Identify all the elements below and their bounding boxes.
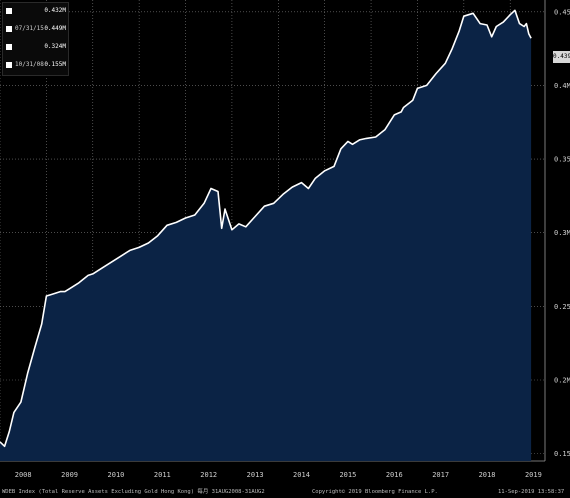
x-tick-label: 2015 [339,471,356,479]
legend-item: 0.324M [6,41,66,53]
legend-item: 07/31/15 0.449M [6,23,66,35]
legend-swatch [6,8,12,14]
y-tick-label: 0.2M [554,376,570,384]
legend-item: 0.432M [6,5,66,17]
y-tick-label: 0.35M [554,156,570,164]
last-value-tag: 0.439M [553,51,570,63]
legend-swatch [6,26,12,32]
x-tick-label: 2016 [386,471,403,479]
x-tick-label: 2018 [479,471,496,479]
legend-value: 0.432M [44,7,66,14]
y-tick-label: 0.45M [554,8,570,16]
series-area-fill [0,10,532,462]
footer-source: WDEB Index (Total Reserve Assets Excludi… [2,489,265,495]
legend-value: 0.324M [44,43,66,50]
legend-swatch [6,62,12,68]
y-axis-tick-labels: 0.15M 0.2M 0.25M 0.3M 0.35M 0.4M 0.45M [554,8,570,458]
y-tick-label: 0.15M [554,450,570,458]
footer-timestamp: 11-Sep-2019 13:58:37 [498,489,565,495]
x-tick-label: 2014 [293,471,310,479]
x-tick-label: 2017 [432,471,449,479]
x-tick-label: 2010 [108,471,125,479]
legend: 0.432M 07/31/15 0.449M 0.324M 10/31/08 0… [2,2,69,76]
y-tick-label: 0.4M [554,82,570,90]
legend-value: 0.155M [44,61,66,68]
x-tick-label: 2009 [61,471,78,479]
legend-label: 07/31/15 [15,25,44,32]
x-tick-label: 2008 [15,471,32,479]
y-tick-label: 0.3M [554,229,570,237]
legend-label: 10/31/08 [15,61,44,68]
x-axis-tick-labels: 2008 2009 2010 2011 2012 2013 2014 2015 2016 2017… [15,471,542,479]
y-tick-label: 0.25M [554,303,570,311]
footer-copyright: Copyright© 2019 Bloomberg Finance L.P. [312,489,438,495]
chart-canvas: 0.15M0.2M0.25M0.3M0.35M0.4M0.45M 2008200… [0,0,570,479]
series-line [0,9,532,448]
x-tick-label: 2019 [525,471,542,479]
x-tick-label: 2011 [154,471,171,479]
legend-value: 0.449M [44,25,66,32]
footer: WDEB Index (Total Reserve Assets Excludi… [0,486,570,498]
x-tick-label: 2013 [247,471,264,479]
x-tick-label: 2012 [200,471,217,479]
legend-swatch [6,44,12,50]
legend-item: 10/31/08 0.155M [6,59,66,71]
